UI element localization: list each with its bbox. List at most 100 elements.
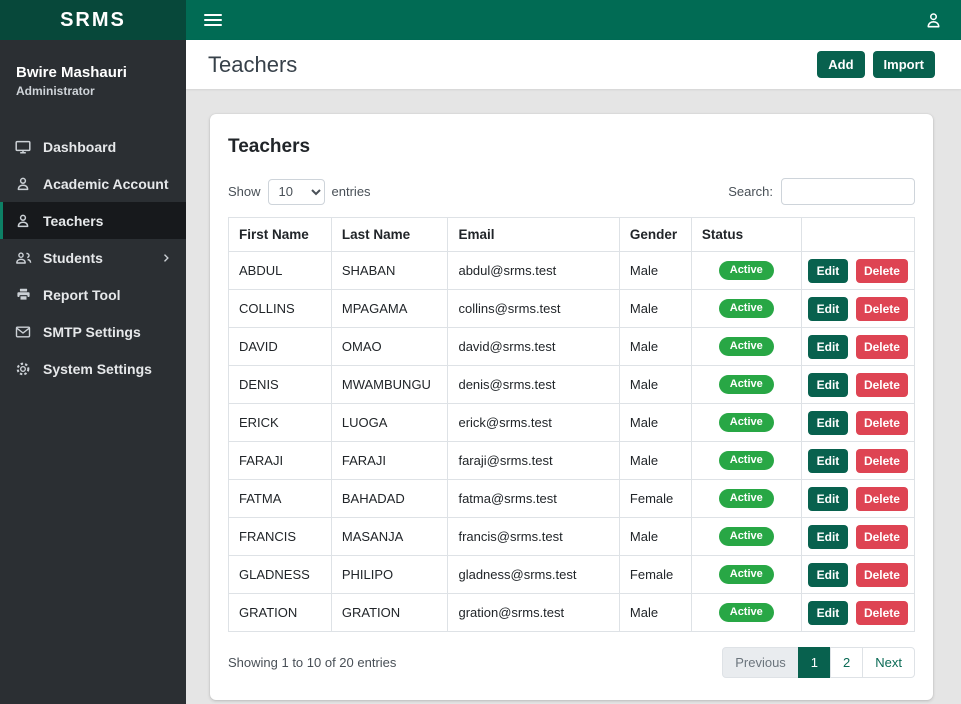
cell-gender: Male [618,441,692,480]
edit-button[interactable]: Edit [807,296,849,321]
delete-button[interactable]: Delete [855,410,908,435]
cell-last-name: PHILIPO [330,555,449,594]
cell-status: Active [690,441,802,480]
sidebar-item-report-tool[interactable]: Report Tool [0,276,186,313]
pagination-next[interactable]: Next [862,647,915,678]
chevron-right-icon [160,252,172,264]
cell-first-name: COLLINS [228,289,332,328]
cell-email: denis@srms.test [447,365,620,404]
status-badge: Active [718,337,774,356]
delete-button[interactable]: Delete [855,296,908,321]
cell-email: gladness@srms.test [447,555,620,594]
cell-last-name: GRATION [330,593,449,632]
edit-button[interactable]: Edit [807,486,849,511]
envelope-icon [14,323,32,341]
sidebar-item-label: Dashboard [43,138,117,155]
table-row: DAVID OMAO david@srms.test Male Active E… [228,327,916,366]
sidebar-item-label: Report Tool [43,286,121,303]
sidebar-item-academic-account[interactable]: Academic Account [0,165,186,202]
pagination-previous[interactable]: Previous [722,647,799,678]
table-footer: Showing 1 to 10 of 20 entries Previous 1… [228,647,915,678]
sidebar-item-label: Students [43,249,103,266]
edit-button[interactable]: Edit [807,410,849,435]
page-title: Teachers [208,51,298,77]
page-length-control: Show 10 entries [228,178,371,205]
cell-status: Active [690,289,802,328]
sidebar-item-dashboard[interactable]: Dashboard [0,128,186,165]
cell-actions: Edit Delete [800,289,916,328]
col-header-actions [800,217,916,252]
status-badge: Active [718,299,774,318]
table-row: FRANCIS MASANJA francis@srms.test Male A… [228,517,916,556]
search-control: Search: [728,178,915,205]
table-row: GRATION GRATION gration@srms.test Male A… [228,593,916,632]
cell-email: collins@srms.test [447,289,620,328]
sidebar-item-smtp-settings[interactable]: SMTP Settings [0,313,186,350]
cell-status: Active [690,365,802,404]
cell-actions: Edit Delete [800,327,916,366]
cell-last-name: FARAJI [330,441,449,480]
table-row: FARAJI FARAJI faraji@srms.test Male Acti… [228,441,916,480]
delete-button[interactable]: Delete [855,372,908,397]
pagination-page-1[interactable]: 1 [797,647,832,678]
edit-button[interactable]: Edit [807,524,849,549]
cell-last-name: MWAMBUNGU [330,365,449,404]
menu-toggle-icon[interactable] [204,11,224,29]
cell-last-name: OMAO [330,327,449,366]
edit-button[interactable]: Edit [807,334,849,359]
table-row: DENIS MWAMBUNGU denis@srms.test Male Act… [228,365,916,404]
edit-button[interactable]: Edit [807,258,849,283]
person-icon [14,212,32,230]
sidebar: Bwire Mashauri Administrator Dashboard A… [0,40,186,704]
pagination-page-2[interactable]: 2 [830,647,864,678]
app-brand[interactable]: SRMS [0,0,186,40]
table-row: COLLINS MPAGAMA collins@srms.test Male A… [228,289,916,328]
add-button[interactable]: Add [817,51,865,78]
cell-status: Active [690,403,802,442]
delete-button[interactable]: Delete [855,334,908,359]
cell-first-name: GRATION [228,593,332,632]
sidebar-user-panel: Bwire Mashauri Administrator [0,40,186,112]
pagination: Previous 1 2 Next [722,647,915,678]
status-badge: Active [718,489,774,508]
cell-actions: Edit Delete [800,251,916,290]
edit-button[interactable]: Edit [807,600,849,625]
search-input[interactable] [781,178,915,205]
card-title: Teachers [228,136,311,157]
page-length-select[interactable]: 10 [267,178,325,205]
sidebar-item-label: Academic Account [43,175,169,192]
cell-email: fatma@srms.test [447,479,620,518]
cell-gender: Female [618,479,692,518]
person-icon [924,11,943,30]
edit-button[interactable]: Edit [807,448,849,473]
import-button[interactable]: Import [872,51,935,78]
col-header-email: Email [447,217,620,252]
table-row: FATMA BAHADAD fatma@srms.test Female Act… [228,479,916,518]
status-badge: Active [718,565,774,584]
delete-button[interactable]: Delete [855,600,908,625]
cell-gender: Male [618,403,692,442]
delete-button[interactable]: Delete [855,524,908,549]
cell-first-name: FRANCIS [228,517,332,556]
table-row: ABDUL SHABAN abdul@srms.test Male Active… [228,251,916,290]
table-row: ERICK LUOGA erick@srms.test Male Active … [228,403,916,442]
edit-button[interactable]: Edit [807,372,849,397]
cell-status: Active [690,479,802,518]
sidebar-item-system-settings[interactable]: System Settings [0,350,186,387]
cell-actions: Edit Delete [800,441,916,480]
delete-button[interactable]: Delete [855,486,908,511]
cell-actions: Edit Delete [800,403,916,442]
dashboard-monitor-icon [14,138,32,156]
user-menu-button[interactable] [924,11,943,30]
edit-button[interactable]: Edit [807,562,849,587]
delete-button[interactable]: Delete [855,562,908,587]
delete-button[interactable]: Delete [855,258,908,283]
sidebar-item-teachers[interactable]: Teachers [0,202,186,239]
delete-button[interactable]: Delete [855,448,908,473]
status-badge: Active [718,375,774,394]
sidebar-item-students[interactable]: Students [0,239,186,276]
cell-last-name: SHABAN [330,251,449,290]
person-icon [14,175,32,193]
cell-last-name: LUOGA [330,403,449,442]
sidebar-menu: Dashboard Academic Account Teachers [0,128,186,387]
